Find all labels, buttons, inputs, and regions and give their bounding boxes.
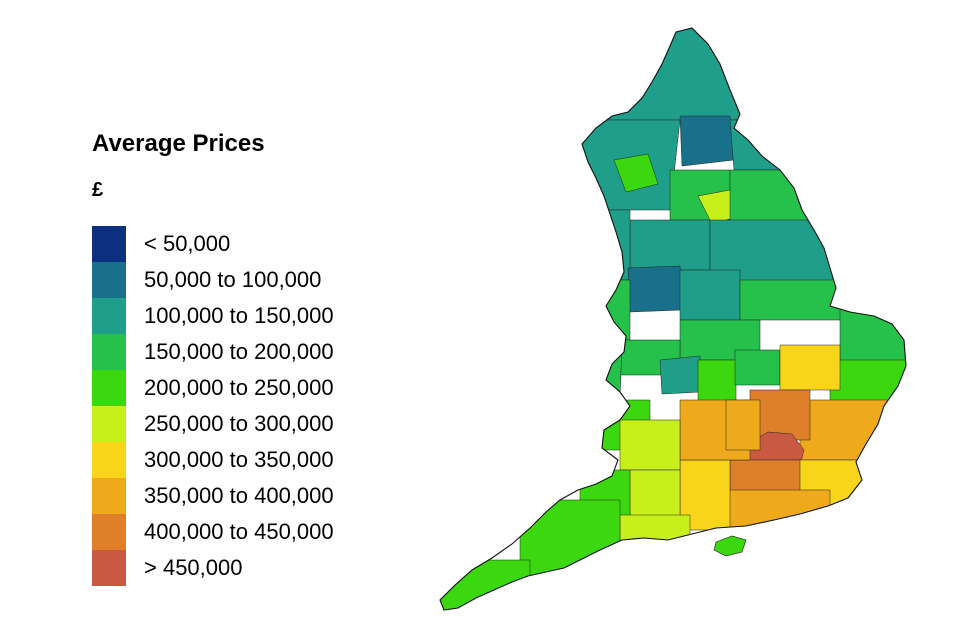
region-suffolk [829,359,906,406]
legend-item: 100,000 to 150,000 [92,298,334,334]
region-devon [519,499,621,581]
legend-label: 400,000 to 450,000 [144,519,334,544]
legend-label: 200,000 to 250,000 [144,375,334,400]
isle-of-wight [713,535,747,557]
region-cambridge [779,344,841,391]
region-shropshire [579,339,623,401]
region-cheshire [579,279,631,341]
legend-label: 300,000 to 350,000 [144,447,334,472]
legend-label: > 450,000 [144,555,243,580]
legend-swatch [92,226,126,262]
legend-item: 300,000 to 350,000 [92,442,334,478]
region-cumbria-lakes [613,153,659,193]
map-svg [439,27,907,611]
region-north-east-core [679,115,735,167]
legend-unit: £ [92,179,104,201]
legend-label: 50,000 to 100,000 [144,267,322,292]
legend-swatch [92,550,126,586]
legend-label: 150,000 to 200,000 [144,339,334,364]
legend-list: < 50,000 50,000 to 100,000 100,000 to 15… [92,226,334,586]
legend-label: 350,000 to 400,000 [144,483,334,508]
legend-swatch [92,514,126,550]
legend-swatch [92,370,126,406]
legend-item: 200,000 to 250,000 [92,370,334,406]
region-gloucestershire [619,419,681,471]
region-north-east-northumberland [579,28,761,121]
legend-swatch [92,262,126,298]
legend-swatch [92,406,126,442]
legend: Average Prices £ < 50,000 50,000 to 100,… [92,128,334,586]
legend-item: 150,000 to 200,000 [92,334,334,370]
legend-item: 400,000 to 450,000 [92,514,334,550]
region-norfolk [839,299,906,366]
region-buckinghamshire [725,399,761,451]
legend-label: 250,000 to 300,000 [144,411,334,436]
legend-item: 350,000 to 400,000 [92,478,334,514]
region-lancashire [579,209,631,281]
region-north-east-coast [729,119,781,171]
legend-item: < 50,000 [92,226,334,262]
region-layer [440,28,906,610]
region-northamptonshire [734,349,781,386]
legend-item: 250,000 to 300,000 [92,406,334,442]
region-south-yorkshire [679,269,741,321]
region-warwickshire [697,359,737,406]
region-lincolnshire [739,279,851,321]
region-greater-manchester [627,265,683,313]
region-cornwall [440,559,531,610]
legend-swatch [92,442,126,478]
legend-label: < 50,000 [144,231,231,256]
region-wiltshire [629,469,681,521]
england-choropleth-map [430,20,930,620]
legend-label: 100,000 to 150,000 [144,303,334,328]
legend-swatch [92,334,126,370]
region-west-midlands [659,355,701,395]
legend-item: > 450,000 [92,550,334,586]
legend-title: Average Prices [92,130,265,157]
region-essex [799,399,901,461]
region-west-yorkshire [629,219,711,271]
legend-swatch [92,478,126,514]
legend-swatch [92,298,126,334]
legend-item: 50,000 to 100,000 [92,262,334,298]
